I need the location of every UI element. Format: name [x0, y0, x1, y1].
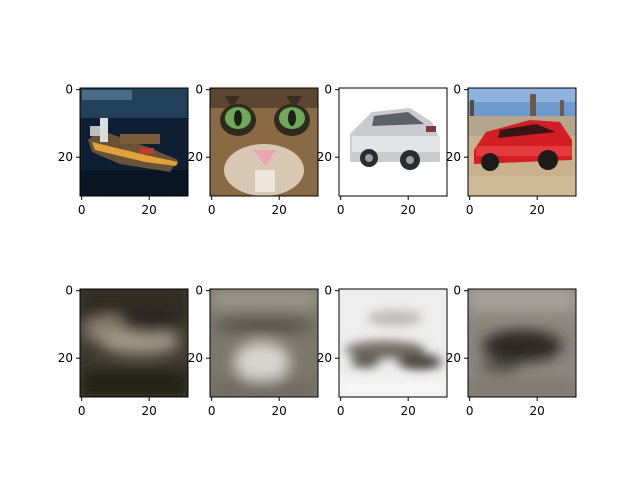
- x-tick-label: 0: [208, 404, 216, 418]
- y-tick-label: 20: [446, 150, 461, 164]
- x-tick-label: 0: [78, 203, 86, 217]
- red-car-image: [468, 88, 576, 196]
- reconstruction-cat-frame: [209, 288, 319, 398]
- y-tick-label: 0: [453, 83, 461, 97]
- reconstruction-ship-frame: [79, 288, 189, 398]
- y-tick-label: 0: [453, 284, 461, 298]
- silver-car-image: [339, 88, 447, 196]
- x-tick-label: 20: [272, 203, 287, 217]
- cat-frame: [209, 87, 319, 197]
- x-tick-label: 0: [466, 203, 474, 217]
- y-tick-label: 20: [188, 150, 203, 164]
- x-tick-label: 20: [272, 404, 287, 418]
- axis-tick-labels: 0 0 20 20 0 0 20 20 0 0 20 20 0 0 20 20 0 0 20 20 0 0 20 20 0 0 20…: [58, 83, 545, 418]
- y-tick-label: 20: [58, 351, 73, 365]
- x-tick-label: 0: [337, 203, 345, 217]
- y-tick-label: 20: [446, 351, 461, 365]
- x-tick-label: 0: [466, 404, 474, 418]
- ship-frame: [79, 87, 189, 197]
- x-tick-label: 20: [530, 203, 545, 217]
- y-tick-label: 0: [195, 284, 203, 298]
- y-tick-label: 20: [58, 150, 73, 164]
- y-tick-label: 0: [324, 83, 332, 97]
- x-tick-label: 20: [401, 404, 416, 418]
- y-tick-label: 0: [65, 83, 73, 97]
- x-tick-label: 20: [401, 203, 416, 217]
- reconstruction-silver-car-image: [339, 289, 447, 397]
- y-tick-label: 20: [317, 150, 332, 164]
- y-tick-label: 0: [65, 284, 73, 298]
- x-tick-label: 0: [78, 404, 86, 418]
- reconstruction-silver-car-frame: [338, 288, 448, 398]
- x-tick-label: 20: [530, 404, 545, 418]
- y-tick-label: 0: [195, 83, 203, 97]
- silver-car-frame: [338, 87, 448, 197]
- red-car-frame: [467, 87, 577, 197]
- cat-image: [210, 88, 318, 196]
- reconstruction-ship-image: [80, 289, 188, 397]
- y-tick-label: 20: [188, 351, 203, 365]
- x-tick-label: 20: [142, 404, 157, 418]
- ship-image: [80, 88, 188, 196]
- y-tick-label: 0: [324, 284, 332, 298]
- y-tick-label: 20: [317, 351, 332, 365]
- reconstruction-red-car-frame: [467, 288, 577, 398]
- reconstruction-cat-image: [210, 289, 318, 397]
- x-tick-label: 20: [142, 203, 157, 217]
- x-tick-label: 0: [337, 404, 345, 418]
- reconstruction-red-car-image: [468, 289, 576, 397]
- x-tick-label: 0: [208, 203, 216, 217]
- axis-ticks: [76, 89, 538, 401]
